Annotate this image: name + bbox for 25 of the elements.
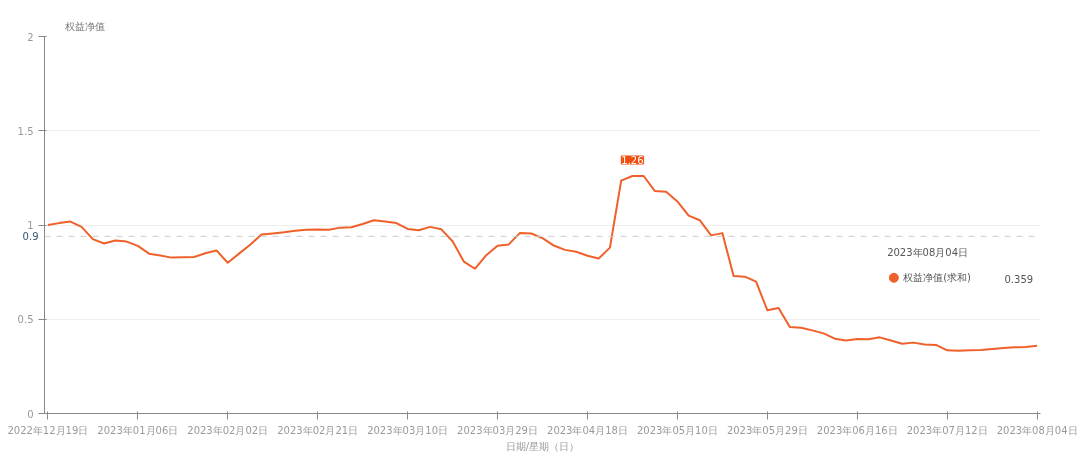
y-tick-label: 0.5 (17, 314, 34, 326)
annotation: 1.26 (621, 154, 644, 166)
x-tick-label: 2022年12月19日 (7, 424, 89, 436)
y-tick-label: 1.5 (17, 125, 34, 137)
x-tick-label: 2023年02月21日 (277, 424, 359, 436)
x-tick-label: 2023年07月12日 (906, 424, 988, 436)
x-tick-label: 2023年05月29日 (726, 424, 808, 436)
y-tick-label: 2 (27, 31, 34, 43)
x-tick-label: 2023年05月10日 (636, 424, 718, 436)
x-tick-label: 2023年01月06日 (97, 424, 179, 436)
ref-line-label: 0.9 (22, 231, 39, 243)
line-series (46, 174, 1039, 352)
y-tick-label: 0 (27, 408, 34, 420)
y-tick-label: 1 (27, 220, 34, 231)
x-tick-label: 2023年06月16日 (816, 424, 898, 436)
annotation: 2023年08月04日 (887, 246, 969, 258)
legend-label: 权益净值(求和) (902, 271, 972, 283)
x-tick-label: 2023年03月29日 (457, 424, 538, 436)
annotation: 0.359 (1004, 273, 1034, 285)
x-axis-title: 日期/星期（日） (505, 440, 580, 452)
x-tick-label: 2023年08月04日 (996, 424, 1078, 436)
x-tick-label: 2023年02月02日 (187, 424, 269, 436)
x-tick-label: 2023年04月18日 (547, 424, 628, 436)
x-tick-label: 2023年03月10日 (367, 424, 449, 436)
y-axis-title: 权益净值 (63, 20, 105, 32)
